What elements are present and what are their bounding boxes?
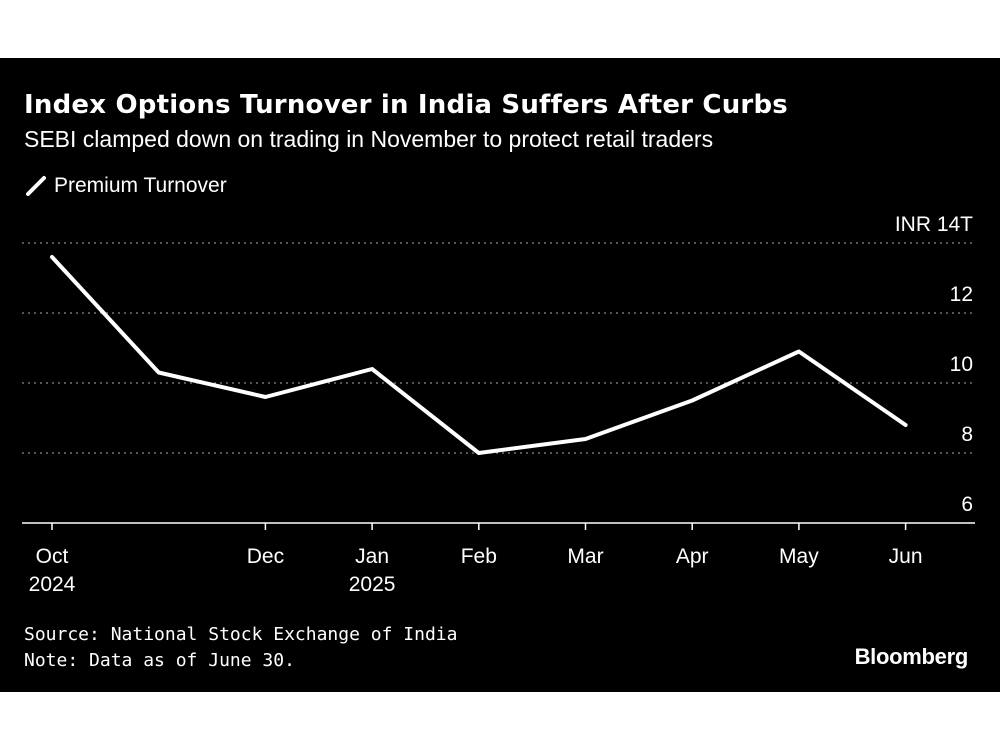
data-point [370,367,374,371]
data-note: Note: Data as of June 30. [24,650,295,671]
y-tick-label: 6 [961,493,973,516]
source-note: Source: National Stock Exchange of India [24,624,458,645]
data-point [584,437,588,441]
data-point [690,399,694,403]
x-tick-label: Dec [247,545,284,568]
chart-title: Index Options Turnover in India Suffers … [24,90,788,120]
y-tick-label: 12 [950,283,973,306]
data-point [50,255,54,259]
x-tick-sublabel: 2024 [29,573,76,596]
x-tick-label: Jun [889,545,923,568]
y-tick-label: 8 [961,423,973,446]
data-point [263,395,267,399]
legend-label: Premium Turnover [54,174,227,197]
x-tick-label: Mar [567,545,603,568]
x-tick-label: Feb [461,545,497,568]
chart-subtitle: SEBI clamped down on trading in November… [24,126,714,152]
line-chart: INR 14T 12 10 8 6 Oct 2024 Dec Jan 2025 Feb Mar Apr M… [22,213,975,596]
data-point [477,451,481,455]
x-tick-label: Jan [355,545,389,568]
data-point [797,350,801,354]
chart-panel: Index Options Turnover in India Suffers … [0,58,1000,692]
legend: Premium Turnover [24,172,227,200]
x-tick-label: Apr [676,545,709,568]
y-tick-label: INR 14T [895,213,973,236]
y-tick-label: 10 [950,353,973,376]
data-point [904,423,908,427]
x-tick-label: May [779,545,819,568]
series-line-premium-turnover [50,255,908,455]
data-point [157,371,161,375]
bloomberg-logo: Bloomberg [854,644,969,669]
x-tick-label: Oct [36,545,69,568]
x-tick-sublabel: 2025 [349,573,396,596]
legend-swatch-icon [26,176,46,196]
